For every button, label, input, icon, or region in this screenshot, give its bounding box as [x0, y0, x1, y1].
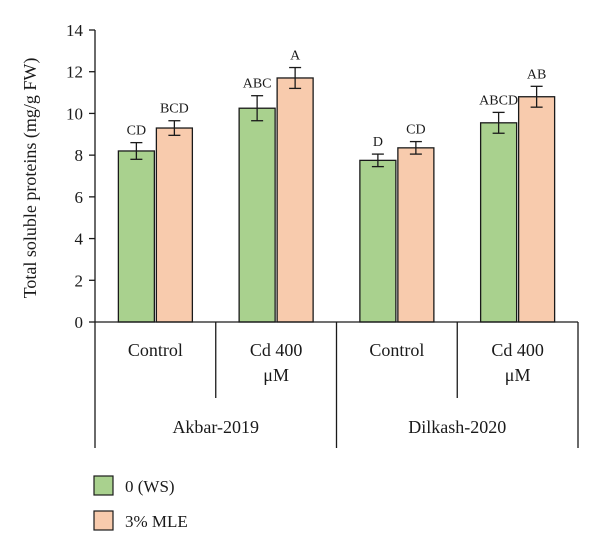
significance-label: ABC	[243, 77, 272, 92]
x-category-label: Cd 400	[250, 340, 303, 360]
x-category-label: μM	[263, 365, 289, 385]
x-category-label: Cd 400	[491, 340, 544, 360]
x-group-label: Akbar-2019	[172, 417, 259, 437]
bar	[359, 159, 397, 323]
y-tick-label: 14	[66, 21, 84, 40]
significance-label: A	[290, 49, 301, 64]
y-axis-title: Total soluble proteins (mg/g FW)	[20, 58, 41, 299]
y-tick-label: 2	[75, 271, 84, 290]
legend-swatch	[93, 475, 114, 496]
bar	[479, 122, 518, 323]
significance-label: D	[373, 135, 383, 150]
significance-label: ABCD	[479, 93, 518, 108]
y-axis: 0 2 4 6 8 10 12 14	[66, 21, 96, 332]
y-tick-label: 8	[75, 146, 84, 165]
x-category-label: Control	[369, 340, 424, 360]
y-tick-label: 10	[66, 104, 83, 123]
y-tick-label: 0	[75, 313, 84, 332]
legend-label: 3% MLE	[125, 512, 188, 531]
x-category-label: Control	[128, 340, 183, 360]
bar	[276, 77, 314, 323]
bar	[155, 127, 194, 323]
legend: 0 (WS) 3% MLE	[93, 475, 188, 531]
significance-label: CD	[406, 123, 425, 138]
x-axis: Control Cd 400 μM Control Cd 400 μM Akbar-2019…	[94, 321, 579, 448]
bar	[397, 147, 435, 323]
y-tick-label: 12	[66, 63, 83, 82]
x-category-label: μM	[505, 365, 531, 385]
bar	[117, 150, 156, 323]
significance-label: AB	[527, 67, 546, 82]
bars: CD BCD ABC A D CD ABCD AB	[117, 49, 556, 323]
x-group-label: Dilkash-2020	[408, 417, 506, 437]
legend-label: 0 (WS)	[125, 477, 175, 496]
y-tick-label: 6	[75, 188, 84, 207]
y-tick-label: 4	[75, 230, 84, 249]
significance-label: CD	[127, 124, 146, 139]
legend-swatch	[93, 510, 114, 531]
bar	[517, 96, 556, 323]
bar	[238, 107, 276, 323]
significance-label: BCD	[160, 102, 189, 117]
